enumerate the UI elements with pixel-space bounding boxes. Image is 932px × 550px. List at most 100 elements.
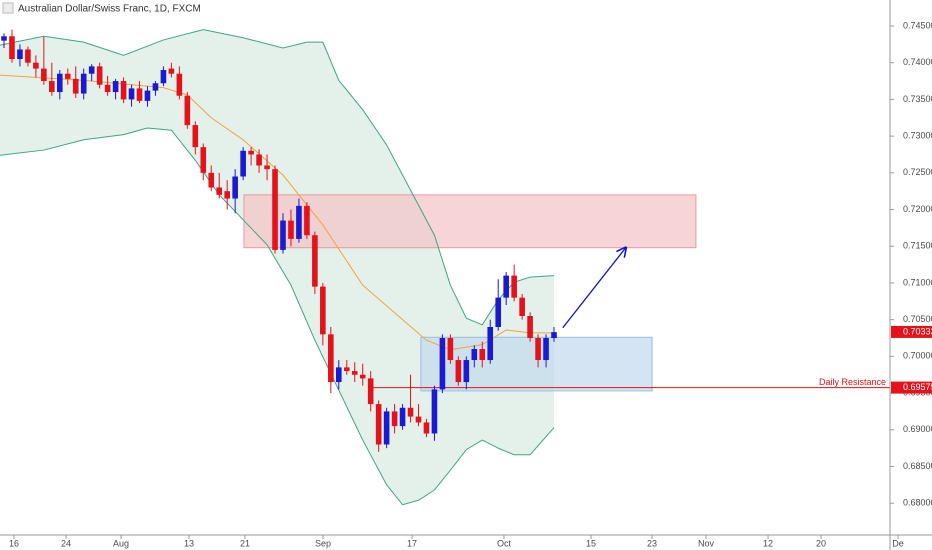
candle-body — [64, 73, 71, 79]
candle-body — [25, 49, 31, 63]
candle-body — [455, 360, 462, 383]
candle-body — [120, 81, 127, 100]
x-tick-label: De — [892, 538, 904, 548]
candle-body — [176, 73, 183, 96]
candle-body — [224, 191, 230, 199]
x-tick-label: Nov — [698, 538, 715, 548]
candle-body — [407, 407, 414, 417]
x-tick-label: 17 — [407, 538, 417, 548]
symbol-icon — [2, 2, 14, 14]
last-price-tag: 0.70333 — [903, 326, 932, 336]
x-tick-label: 13 — [184, 538, 194, 548]
candle-body — [439, 338, 446, 390]
candle-body — [88, 66, 95, 74]
candle-body — [72, 78, 79, 94]
candle-body — [296, 205, 302, 239]
candle-body — [359, 374, 366, 379]
candle-body — [112, 81, 119, 93]
candle-body — [208, 172, 215, 188]
candle-body — [463, 360, 470, 383]
candle-body — [160, 70, 167, 84]
band-line — [0, 127, 555, 506]
candle-body — [264, 165, 270, 170]
candle-body — [335, 367, 342, 383]
candle-body — [343, 367, 350, 372]
candle-body — [391, 411, 398, 427]
candle-body — [152, 83, 159, 91]
candle-body — [56, 73, 63, 93]
candle-body — [280, 220, 286, 250]
candle-body — [232, 176, 238, 199]
x-tick-label: 16 — [9, 538, 19, 548]
x-tick-label: Aug — [113, 538, 129, 548]
candle-body — [423, 422, 430, 434]
candle-body — [383, 411, 390, 445]
candle-body — [312, 235, 318, 287]
candle-body — [503, 275, 509, 298]
candle-body — [367, 378, 374, 405]
candle-body — [33, 62, 39, 69]
candle-body — [256, 154, 262, 166]
candle-body — [511, 275, 517, 298]
plot-area — [0, 29, 890, 506]
band-line — [0, 74, 555, 351]
candle-body — [447, 338, 454, 361]
candle-body — [128, 88, 135, 100]
candle-body — [49, 81, 55, 93]
candle-body — [519, 297, 525, 316]
candle-body — [17, 49, 23, 60]
candle-body — [471, 349, 478, 361]
candle-body — [144, 90, 151, 101]
candle-body — [192, 125, 199, 148]
candle-body — [104, 84, 111, 93]
candle-body — [272, 169, 278, 250]
x-tick-label: 15 — [586, 538, 596, 548]
x-tick-label: 12 — [763, 538, 773, 548]
candle-body — [41, 68, 47, 82]
candle-body — [320, 286, 326, 335]
candle-body — [248, 150, 254, 155]
last-price-tag-bg — [891, 325, 932, 338]
candle-body — [168, 68, 175, 74]
y-tick-label: 0.74500 — [903, 20, 932, 30]
resistance-price-tag: 0.69575 — [903, 382, 932, 392]
candle-body — [184, 95, 191, 126]
candle-body — [495, 297, 502, 328]
candle-body — [487, 327, 494, 361]
resistance-price-tag-bg — [891, 381, 932, 394]
candle-body — [535, 338, 541, 361]
band-line — [0, 29, 555, 326]
candle-body — [1, 36, 7, 41]
candle-body — [415, 416, 422, 423]
candle-body — [551, 332, 557, 339]
x-tick-label: 24 — [61, 538, 71, 548]
x-tick-label: 23 — [647, 538, 657, 548]
zone — [243, 194, 697, 249]
resistance-text: Daily Resistance — [819, 377, 886, 387]
candle-body — [80, 73, 87, 94]
candle-body — [543, 338, 549, 361]
candle-body — [479, 349, 486, 361]
candle-body — [375, 404, 382, 445]
candle-body — [304, 205, 310, 236]
band-fill — [0, 29, 555, 505]
x-tick-label: Sep — [315, 538, 331, 548]
candle-body — [216, 187, 223, 195]
candle-body — [240, 150, 246, 177]
candle-body — [527, 315, 533, 339]
candle-body — [431, 389, 438, 434]
chart-title: Australian Dollar/Swiss Franc, 1D, FXCM — [18, 4, 201, 15]
candle-body — [9, 36, 15, 60]
